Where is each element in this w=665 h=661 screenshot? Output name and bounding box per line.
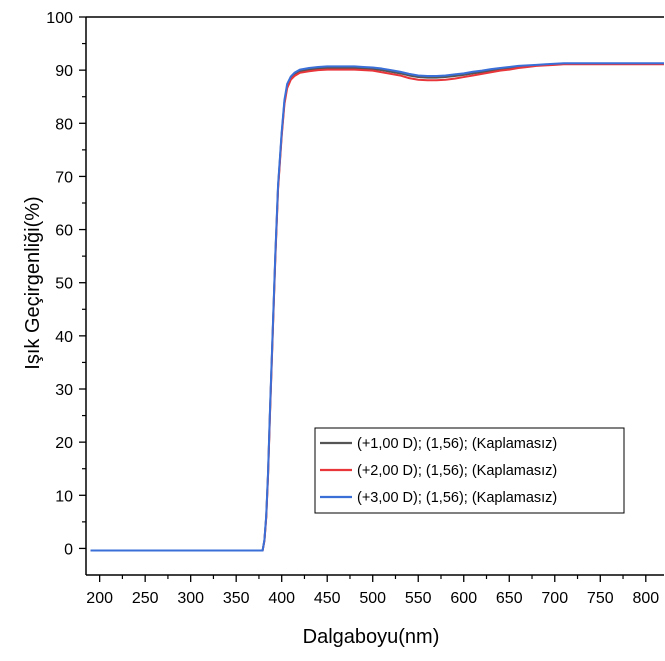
x-tick-label: 400 (268, 590, 295, 607)
legend-label: (+2,00 D); (1,56); (Kaplamasız) (357, 463, 557, 479)
x-tick-label: 250 (132, 590, 159, 607)
x-axis: 200 250 300 350 400 450 500 550 600 650 700 750 800 (86, 575, 659, 607)
legend-label: (+3,00 D); (1,56); (Kaplamasız) (357, 490, 557, 506)
x-tick-label: 800 (632, 590, 659, 607)
y-tick-label: 60 (55, 223, 73, 240)
x-tick-label: 600 (450, 590, 477, 607)
x-tick-label: 750 (587, 590, 614, 607)
y-tick-label: 50 (55, 276, 73, 293)
y-tick-label: 0 (64, 541, 73, 558)
x-tick-label: 700 (541, 590, 568, 607)
series-line-3 (90, 62, 664, 552)
x-tick-label: 550 (405, 590, 432, 607)
series-layer (90, 62, 664, 552)
y-axis: 0 10 20 30 40 50 60 70 80 90 100 (46, 10, 86, 558)
x-tick-label: 650 (496, 590, 523, 607)
legend-box (314, 427, 625, 514)
y-tick-label: 10 (55, 488, 73, 505)
legend: (+1,00 D); (1,56); (Kaplamasız) (+2,00 D)… (314, 427, 625, 514)
y-axis-title: Işık Geçirgenliği(%) (22, 196, 44, 369)
x-tick-label: 300 (177, 590, 204, 607)
x-axis-title: Dalgaboyu(nm) (303, 626, 440, 648)
x-tick-label: 200 (86, 590, 113, 607)
y-tick-label: 70 (55, 169, 73, 186)
y-tick-label: 30 (55, 382, 73, 399)
x-tick-label: 350 (223, 590, 250, 607)
x-tick-label: 500 (359, 590, 386, 607)
y-tick-label: 90 (55, 63, 73, 80)
x-tick-label: 450 (314, 590, 341, 607)
y-tick-label: 80 (55, 116, 73, 133)
plot-frame (85, 16, 664, 576)
y-tick-label: 40 (55, 329, 73, 346)
legend-label: (+1,00 D); (1,56); (Kaplamasız) (357, 436, 557, 452)
y-tick-label: 100 (46, 10, 73, 27)
y-tick-label: 20 (55, 435, 73, 452)
